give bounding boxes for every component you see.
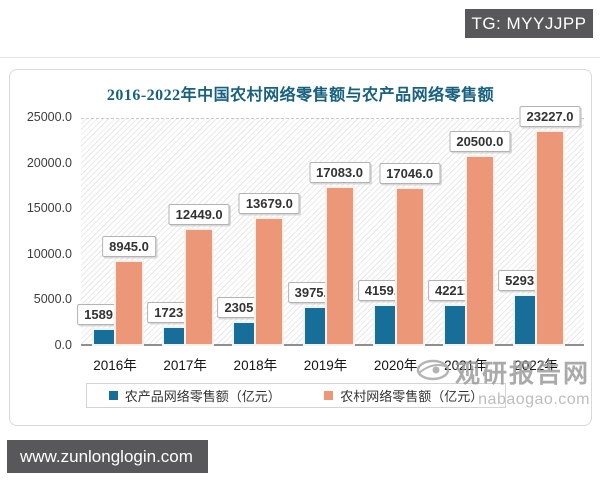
data-label-series2-2021年: 20500.0: [449, 131, 511, 153]
legend-label-series1: 农产品网络零售额（亿元）: [124, 389, 281, 404]
chart-legend: 农产品网络零售额（亿元） 农村网络零售额（亿元）: [86, 383, 506, 408]
x-tick-label: 2021年: [444, 358, 488, 373]
tg-badge-text: TG: MYYJJPP: [471, 13, 587, 33]
legend-swatch-series2: [324, 391, 334, 400]
header-divider: [0, 57, 600, 58]
plot-area: 1589.0 8945.0 1723.0 12449.0 2305.0 13679.0 39…: [77, 106, 584, 346]
x-tick-label: 2018年: [233, 358, 278, 373]
bar-series1-2016年: [94, 329, 114, 344]
bar-series1-2022年: [515, 295, 536, 344]
y-tick-label: 15000.0: [26, 201, 72, 216]
x-tick-label: 2016年: [93, 358, 137, 373]
bar-series1-2018年: [234, 322, 255, 344]
data-label-series2-2018年: 13679.0: [238, 193, 300, 215]
footer-url-bar: www.zunlonglogin.com: [7, 440, 208, 473]
bar-series2-2020年: [396, 188, 423, 344]
legend-swatch-series1: [108, 391, 118, 400]
chart-panel: 2016-2022年中国农村网络零售额与农产品网络零售额 0.0 5000.0 10…: [9, 69, 592, 426]
bar-series2-2022年: [537, 132, 564, 344]
data-label-series2-2020年: 17046.0: [379, 162, 441, 184]
data-label-series2-2019年: 17083.0: [309, 162, 370, 184]
data-label-series2-2016年: 8945.0: [102, 236, 156, 258]
footer-url-text: www.zunlonglogin.com: [20, 446, 193, 466]
bar-series1-2020年: [374, 306, 395, 344]
bar-series2-2019年: [326, 188, 353, 344]
bar-series1-2019年: [304, 307, 325, 344]
bar-series2-2018年: [256, 219, 283, 344]
bar-series1-2017年: [164, 328, 185, 344]
chart-title: 2016-2022年中国农村网络零售额与农产品网络零售额: [106, 87, 495, 104]
y-tick-label: 5000.0: [33, 292, 72, 307]
x-tick-label: 2022年: [514, 358, 558, 373]
bar-series1-2021年: [444, 305, 465, 344]
x-tick-label: 2020年: [373, 358, 418, 373]
bar-series2-2017年: [186, 230, 213, 344]
x-tick-label: 2019年: [303, 358, 348, 373]
bar-series2-2021年: [466, 157, 493, 344]
x-tick-label: 2017年: [163, 358, 207, 373]
y-tick-label: 20000.0: [26, 155, 72, 170]
legend-item-nongcun: 农村网络零售额（亿元）: [324, 386, 483, 405]
tg-contact-badge: TG: MYYJJPP: [465, 9, 593, 38]
legend-item-nongchanpin: 农产品网络零售额（亿元）: [108, 386, 281, 405]
y-tick-label: 0.0: [54, 338, 72, 352]
legend-label-series2: 农村网络零售额（亿元）: [340, 389, 484, 404]
y-tick-label: 10000.0: [26, 246, 72, 261]
data-label-series2-2022年: 23227.0: [519, 106, 581, 128]
data-label-series2-2017年: 12449.0: [168, 204, 230, 226]
y-tick-label: 25000.0: [26, 110, 72, 124]
bar-series2-2016年: [116, 262, 142, 344]
